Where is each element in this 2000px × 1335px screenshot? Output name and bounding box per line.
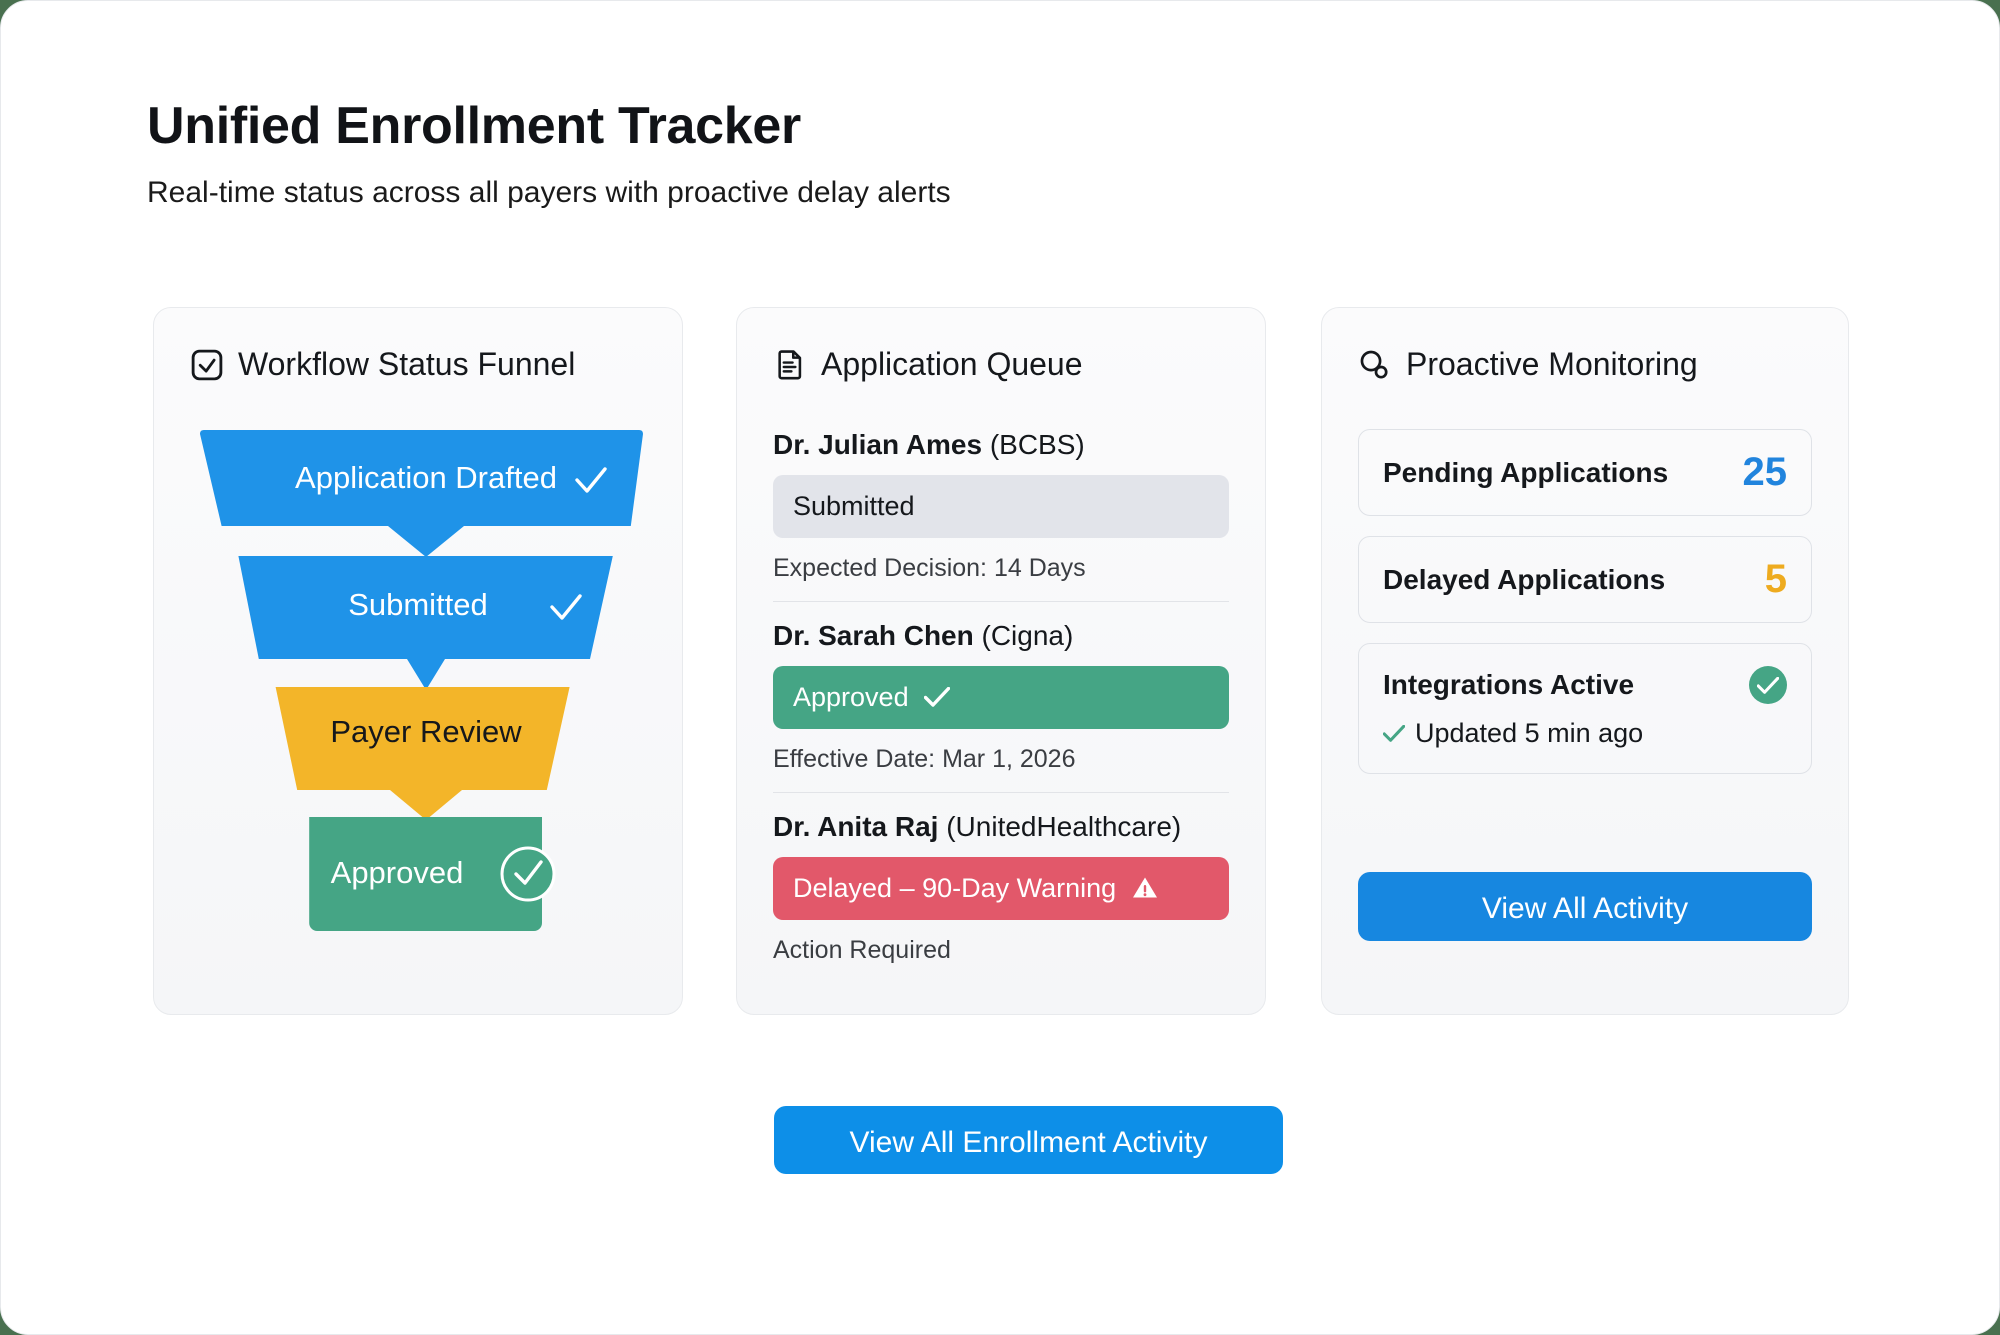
svg-text:Payer Review: Payer Review bbox=[330, 714, 522, 749]
svg-text:Submitted: Submitted bbox=[348, 587, 488, 622]
svg-text:Application Drafted: Application Drafted bbox=[295, 460, 557, 495]
svg-text:Approved: Approved bbox=[331, 855, 464, 890]
